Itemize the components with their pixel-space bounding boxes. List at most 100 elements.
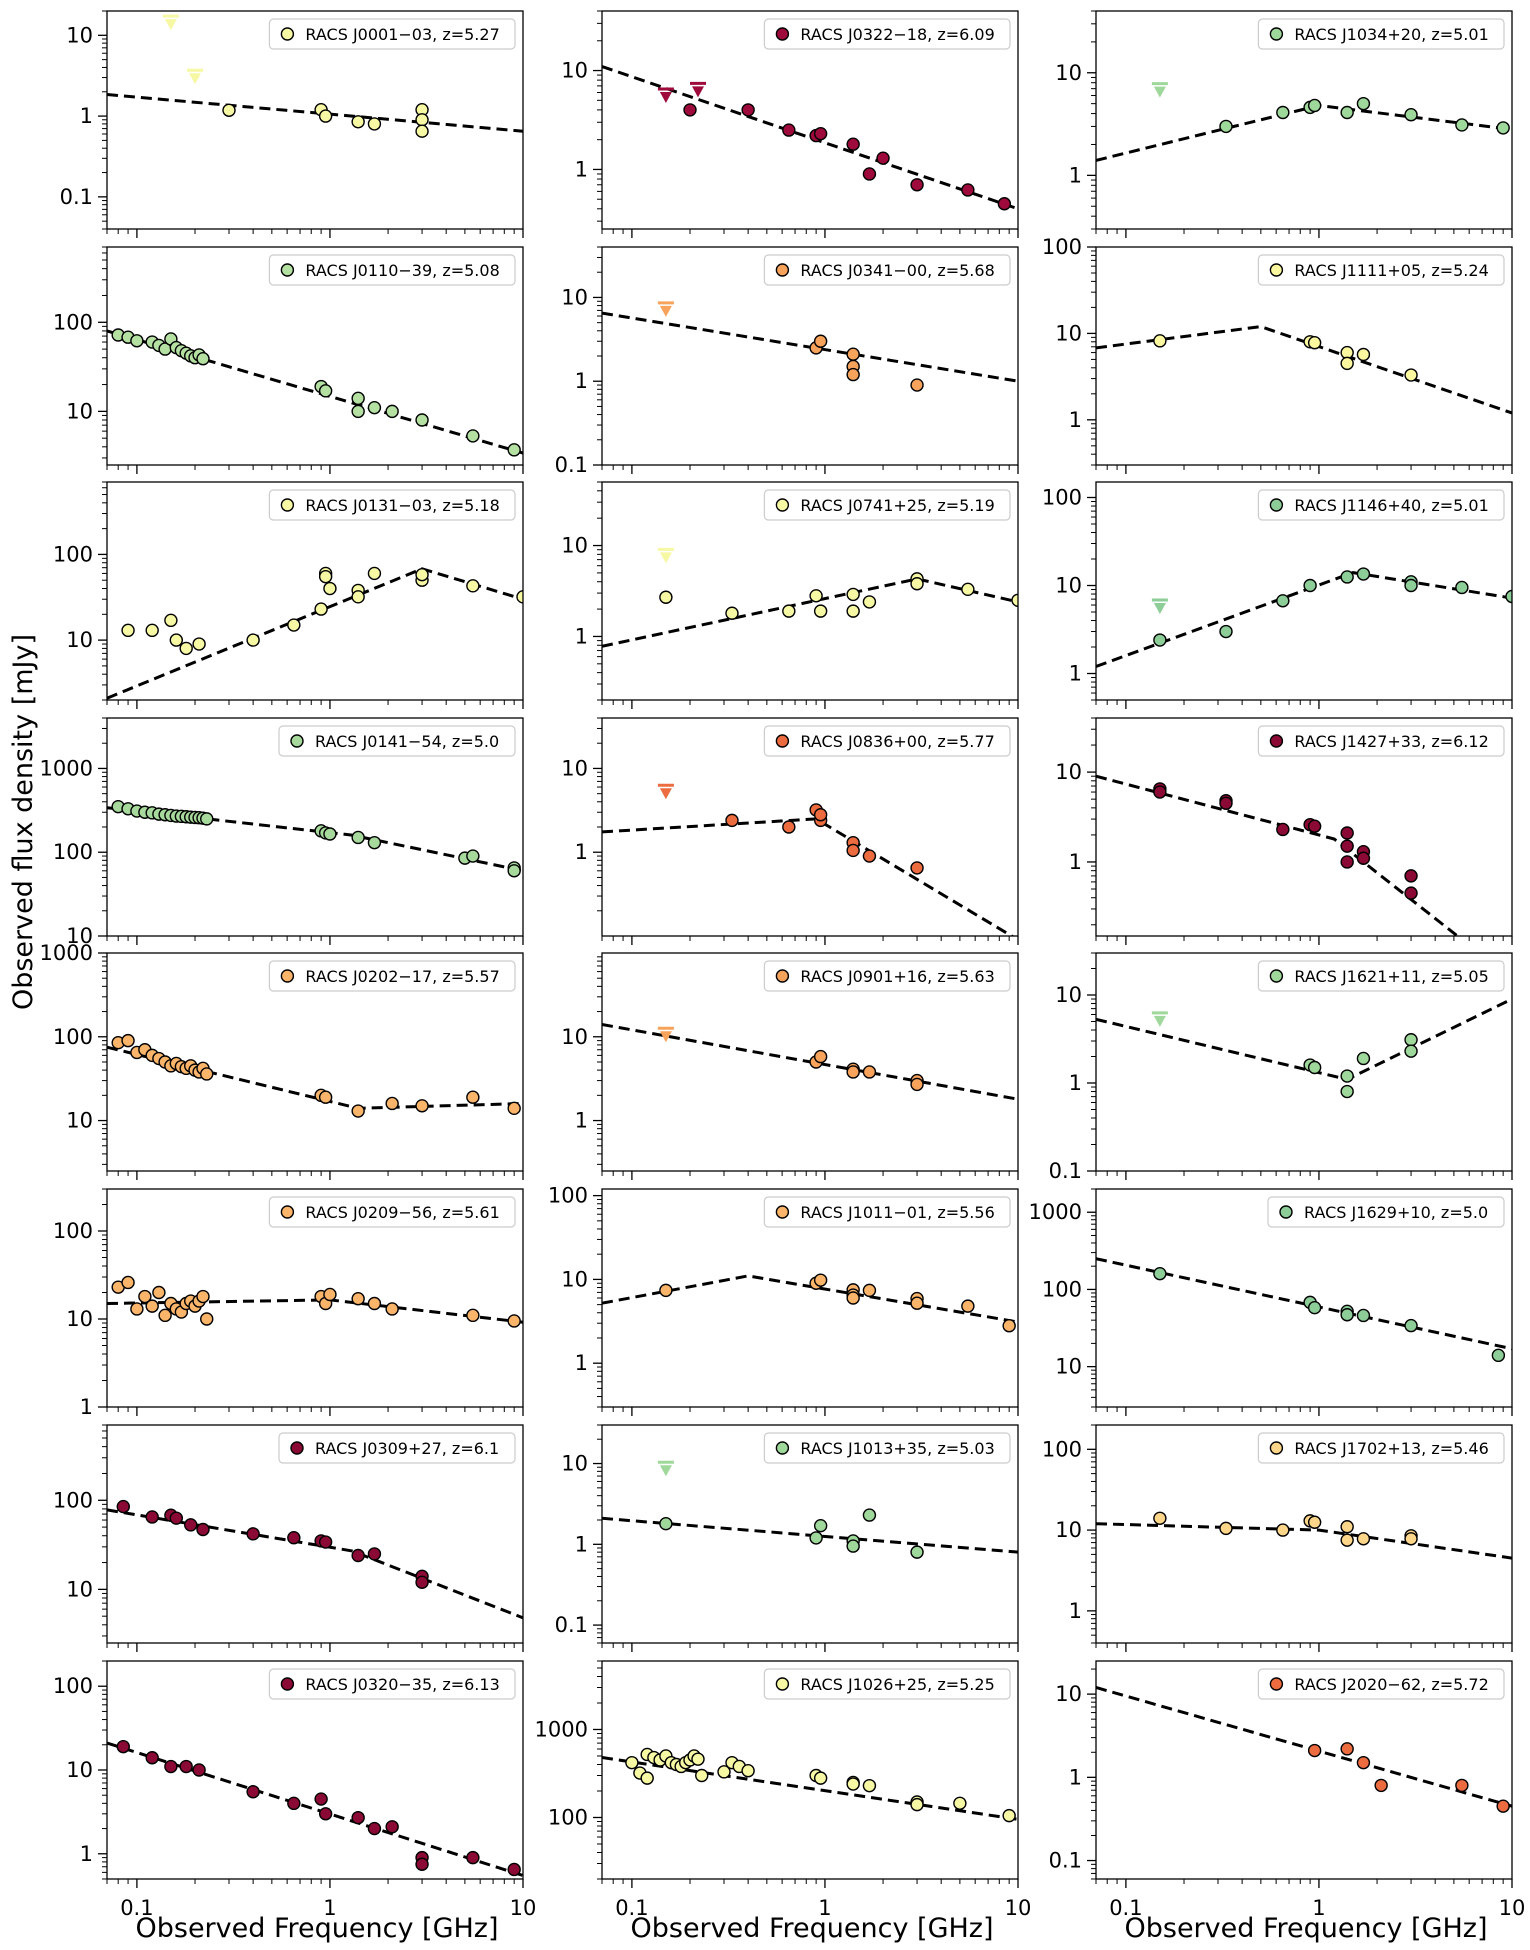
data-point xyxy=(367,1296,382,1311)
data-point xyxy=(1307,1060,1322,1075)
y-tick-label: 100 xyxy=(53,1219,93,1243)
data-point xyxy=(318,109,333,123)
y-tick-label: 1 xyxy=(80,1842,93,1866)
legend-marker xyxy=(280,263,295,277)
legend-label: RACS J0901+16, z=5.63 xyxy=(800,967,994,986)
data-point xyxy=(415,113,429,127)
data-point xyxy=(415,567,429,582)
data-point xyxy=(385,1302,399,1316)
data-point xyxy=(725,813,739,828)
data-point xyxy=(846,347,860,361)
data-point xyxy=(138,1289,152,1304)
legend-label: RACS J0202−17, z=5.57 xyxy=(305,967,499,986)
plot-area xyxy=(1096,774,1460,936)
data-point xyxy=(1404,108,1418,122)
y-tick-label: 10 xyxy=(561,756,588,780)
panel-frame xyxy=(601,10,1019,230)
y-tick-label: 10 xyxy=(561,285,588,309)
data-point xyxy=(1340,1084,1354,1099)
fit-line xyxy=(107,1508,523,1620)
data-point xyxy=(1276,594,1290,608)
data-point xyxy=(782,604,796,618)
legend-box xyxy=(268,254,516,286)
y-tick-label: 0.1 xyxy=(1049,1159,1082,1183)
data-point xyxy=(910,577,924,591)
data-point xyxy=(813,1771,828,1785)
plot-area xyxy=(1096,1511,1512,1560)
fit-line xyxy=(107,567,523,700)
x-tick-label: 1 xyxy=(1312,1896,1325,1920)
x-axis-label-col3: Observed Frequency [GHz] xyxy=(1124,1913,1487,1944)
chart-panel-18: 1000 100 10 RACS J1629+10, z=5.0 xyxy=(1029,1188,1513,1416)
data-point xyxy=(1340,855,1354,869)
data-point xyxy=(164,1759,178,1774)
panel-frame xyxy=(1095,10,1513,230)
y-tick-label: 0.1 xyxy=(60,185,93,209)
data-point xyxy=(192,1763,206,1777)
data-point xyxy=(1303,578,1317,593)
chart-panel-1: 10 1 0.1 RACS J0001−03, z=5.27 xyxy=(60,10,524,238)
data-point xyxy=(1496,1799,1510,1813)
data-point xyxy=(145,1299,159,1313)
data-point xyxy=(1356,851,1371,865)
data-point xyxy=(846,604,860,618)
y-axis-label: Observed flux density [mJy] xyxy=(8,634,39,1010)
y-tick-label: 10 xyxy=(561,534,588,558)
fit-line xyxy=(1096,774,1460,936)
upper-limit-arrow xyxy=(659,788,672,800)
data-point xyxy=(145,1751,159,1765)
y-tick-label: 0.1 xyxy=(555,1613,588,1637)
plot-area xyxy=(1096,325,1512,415)
legend-marker xyxy=(1279,1205,1293,1219)
data-point xyxy=(1356,96,1371,111)
y-tick-label: 10 xyxy=(1055,574,1082,598)
legend-label: RACS J0341−00, z=5.68 xyxy=(800,261,994,280)
chart-panel-12: 10 1 RACS J1427+33, z=6.12 xyxy=(1055,717,1513,945)
data-point xyxy=(318,1807,333,1821)
data-point xyxy=(1455,118,1469,132)
x-tick-label: 0.1 xyxy=(615,1896,648,1920)
data-point xyxy=(862,849,877,863)
data-point xyxy=(953,1796,967,1810)
chart-panel-5: 10 1 0.1 RACS J0341−00, z=5.68 xyxy=(555,246,1019,477)
data-point xyxy=(862,595,877,609)
data-point xyxy=(116,1499,130,1514)
legend-box xyxy=(1257,725,1505,757)
y-tick-label: 10 xyxy=(561,1267,588,1291)
upper-limit-arrow xyxy=(659,305,672,317)
data-point xyxy=(385,1820,399,1834)
y-tick-label: 1 xyxy=(1069,163,1082,187)
legend-box xyxy=(763,960,1011,992)
legend-box xyxy=(278,725,516,757)
legend-label: RACS J0320−35, z=6.13 xyxy=(305,1675,499,1694)
chart-panel-15: 10 1 0.1 RACS J1621+11, z=5.05 xyxy=(1049,952,1513,1183)
legend-marker xyxy=(775,969,790,983)
y-tick-label: 100 xyxy=(53,310,93,334)
x-tick-label: 1 xyxy=(818,1896,831,1920)
data-point xyxy=(846,1065,860,1079)
upper-limit-arrow xyxy=(659,1031,672,1043)
legend-box xyxy=(268,489,516,521)
data-point xyxy=(1307,1515,1322,1529)
data-point xyxy=(121,1033,135,1048)
data-point xyxy=(246,633,260,647)
plot-area xyxy=(602,547,1018,648)
data-point xyxy=(741,1764,755,1778)
y-tick-label: 1000 xyxy=(40,756,93,780)
data-point xyxy=(200,1067,214,1081)
panel-frame xyxy=(601,246,1019,466)
fit-line xyxy=(107,1045,523,1110)
fit-line xyxy=(602,1756,1018,1821)
data-point xyxy=(351,830,365,845)
data-point xyxy=(507,864,521,878)
y-tick-label: 1 xyxy=(575,369,588,393)
plot-area xyxy=(602,783,1015,936)
panel-frame xyxy=(106,246,524,466)
data-point xyxy=(659,1516,673,1531)
data-point xyxy=(1340,1520,1354,1534)
data-point xyxy=(415,1575,429,1590)
legend-box xyxy=(1257,254,1505,286)
data-point xyxy=(910,378,924,392)
legend-box xyxy=(268,960,516,992)
data-point xyxy=(415,124,429,138)
